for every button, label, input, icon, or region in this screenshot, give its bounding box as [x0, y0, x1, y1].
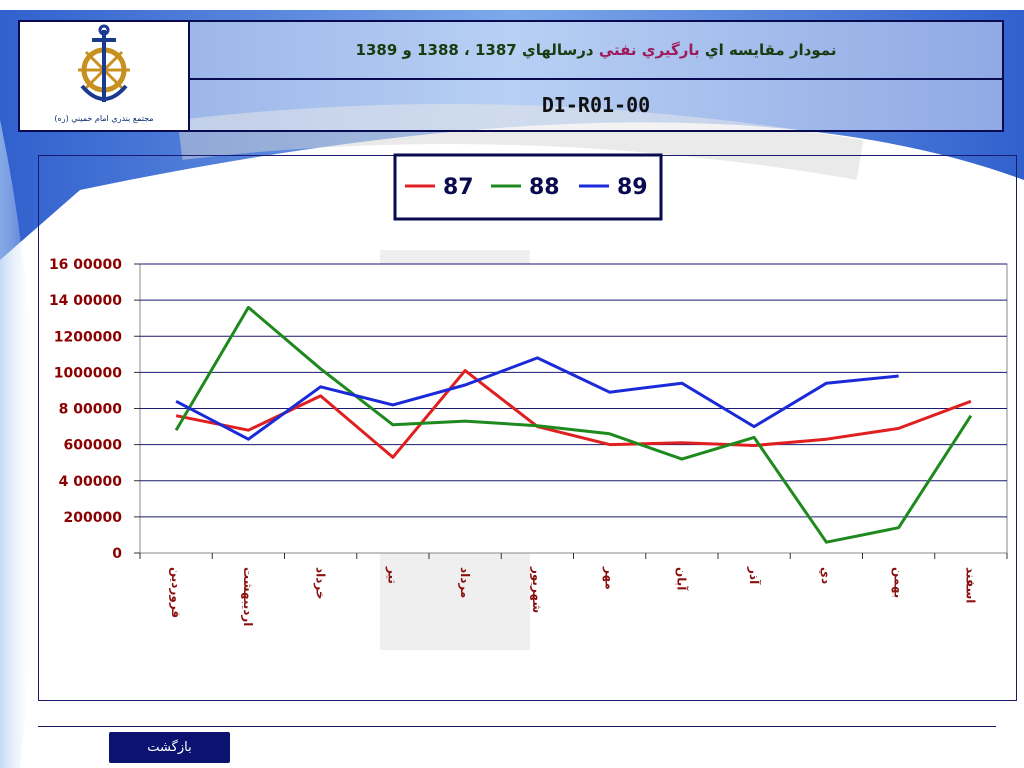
logo-cell: مجتمع بندري امام خميني (ره) — [20, 22, 190, 130]
y-tick-label: 16 00000 — [49, 257, 122, 273]
y-tick-label: 600000 — [64, 438, 123, 454]
document-code: DI-R01-00 — [541, 93, 651, 117]
x-axis-ticks: فروردين ارديبهشت خرداد تير مرداد شهريور مهر آبا… — [139, 553, 1008, 626]
legend-label: 89 — [617, 175, 648, 200]
x-tick-label: آبان — [675, 567, 690, 591]
series-line-89 — [175, 356, 899, 441]
x-tick-label: خرداد — [313, 567, 327, 600]
x-tick-label: فروردين — [168, 567, 183, 618]
series-line-88 — [174, 305, 973, 544]
x-tick-label: مرداد — [458, 567, 472, 598]
legend-label: 88 — [529, 175, 560, 200]
footer-divider — [38, 726, 996, 727]
y-tick-label: 8 00000 — [59, 402, 123, 418]
x-tick-label: تير — [386, 566, 400, 584]
legend-box — [393, 153, 663, 221]
series-line-87 — [175, 369, 972, 459]
y-tick-label: 4 00000 — [59, 474, 123, 490]
x-tick-label: شهريور — [529, 566, 544, 613]
x-tick-label: مهر — [602, 566, 616, 590]
y-tick-label: 0 — [112, 546, 122, 562]
title-part-2: درسالهاي 1387 ، 1388 و 1389 — [355, 41, 594, 59]
y-tick-label: 14 00000 — [49, 293, 122, 309]
y-tick-label: 1200000 — [54, 329, 122, 345]
legend-label: 87 — [443, 175, 474, 200]
gridlines — [140, 263, 1007, 518]
legend: 87 88 89 — [405, 175, 648, 200]
x-tick-label: اسفند — [964, 567, 978, 603]
page-title: نمودار مقايسه اي بارگيري نفتي درسالهاي 1… — [190, 22, 1002, 80]
x-tick-label: آذر — [747, 566, 762, 585]
back-button[interactable]: بازگشت — [109, 732, 230, 763]
y-tick-label: 1000000 — [54, 365, 122, 381]
header-table: مجتمع بندري امام خميني (ره) نمودار مقايس… — [18, 20, 1004, 132]
y-tick-label: 200000 — [64, 510, 123, 526]
x-tick-label: دي — [819, 567, 833, 584]
y-axis-ticks: 0 200000 4 00000 600000 8 00000 1000000 120000… — [49, 257, 140, 562]
x-tick-label: بهمن — [891, 567, 905, 598]
title-highlight: بارگيري نفتي — [598, 41, 700, 59]
x-tick-label: ارديبهشت — [241, 567, 255, 626]
logo-caption: مجتمع بندري امام خميني (ره) — [54, 114, 154, 123]
series-lines — [174, 305, 973, 544]
title-part-1: نمودار مقايسه اي — [704, 41, 837, 59]
anchor-logo-icon — [78, 24, 130, 102]
